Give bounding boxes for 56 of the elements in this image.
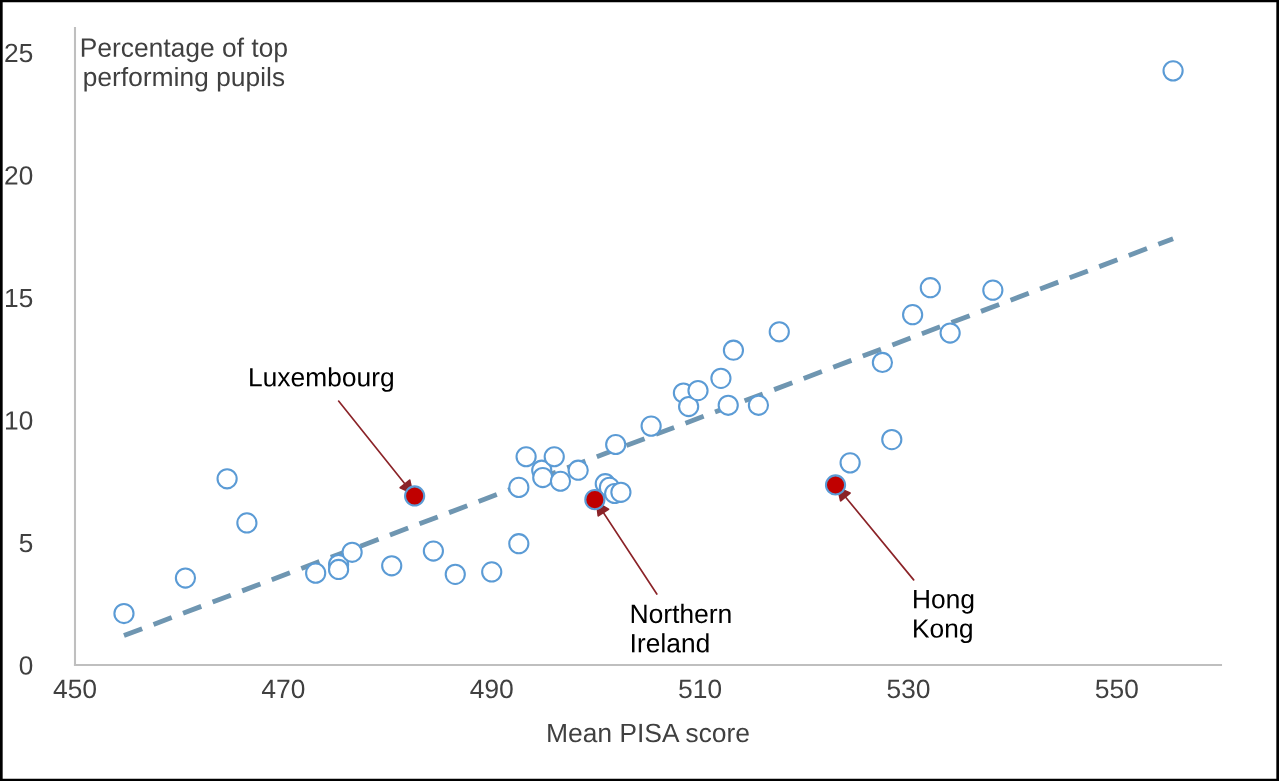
point	[824, 474, 847, 496]
point	[422, 540, 444, 562]
x-tick-label: 490	[470, 679, 513, 699]
point	[722, 339, 745, 361]
point	[881, 428, 903, 451]
y-tick-label: 20	[5, 166, 33, 185]
y-tick-label: 25	[5, 43, 33, 63]
point	[678, 395, 700, 418]
point	[687, 379, 709, 402]
point	[939, 322, 961, 344]
y-tick-label: 0	[19, 656, 33, 675]
point	[871, 351, 894, 374]
point	[481, 561, 503, 583]
point	[902, 304, 924, 326]
point	[710, 367, 732, 389]
point	[549, 470, 572, 492]
point	[341, 541, 363, 563]
y-axis-title: Percentage of top performing pupils	[81, 37, 287, 92]
point	[444, 563, 466, 585]
x-tick-label: 550	[1095, 679, 1138, 699]
point	[532, 466, 554, 489]
point	[216, 468, 238, 490]
point	[236, 512, 258, 534]
point	[515, 446, 537, 468]
x-tick-label: 450	[53, 679, 96, 699]
point	[508, 476, 530, 498]
y-tick-label: 15	[6, 288, 33, 308]
point	[747, 394, 770, 416]
y-tick-label: 10	[6, 411, 33, 430]
point	[717, 394, 739, 416]
point	[605, 433, 627, 456]
x-axis-title: Mean PISA score	[548, 723, 749, 743]
point	[404, 485, 426, 507]
annotation: Northern Ireland	[631, 603, 731, 653]
point	[508, 533, 530, 555]
point	[919, 277, 941, 299]
point	[584, 489, 606, 511]
x-tick-label: 470	[261, 679, 305, 699]
annotation: Hong Kong	[914, 590, 974, 644]
point	[327, 558, 350, 581]
point	[567, 459, 589, 481]
point	[839, 452, 861, 474]
point	[1162, 60, 1184, 82]
point	[768, 321, 790, 343]
point	[305, 562, 327, 584]
y-tick-label: 5	[19, 533, 33, 553]
point	[982, 279, 1004, 301]
annotation: Luxembourg	[250, 367, 393, 392]
point	[640, 415, 662, 437]
x-tick-label: 510	[679, 679, 722, 699]
point	[174, 567, 197, 589]
point	[543, 446, 565, 468]
point	[610, 481, 632, 503]
point	[113, 602, 135, 625]
point	[381, 555, 403, 577]
x-tick-label: 530	[887, 679, 930, 699]
